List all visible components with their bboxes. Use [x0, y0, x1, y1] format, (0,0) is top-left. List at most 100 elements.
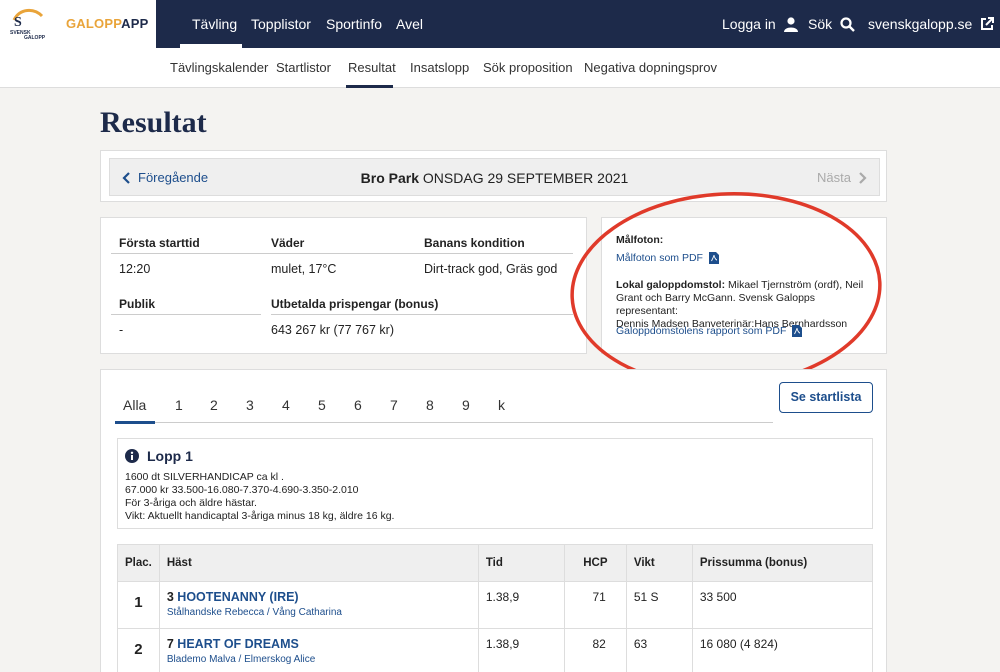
search-label: Sök [808, 16, 833, 32]
col-prize: Prissumma (bonus) [691, 544, 874, 582]
stewards-report-pdf-label: Galoppdomstolens rapport som PDF [616, 325, 787, 337]
login-label: Logga in [722, 16, 776, 32]
jockey-trainer[interactable]: Blademo Malva / Elmerskog Alice [166, 654, 316, 665]
weather-value: mulet, 17°C [271, 262, 337, 276]
prize-money-value: 643 267 kr (77 767 kr) [271, 323, 394, 337]
weather-label: Väder [271, 236, 305, 250]
horse-link[interactable]: 3 HOOTENANNY (IRE) [167, 590, 471, 604]
place: 2 [117, 628, 160, 672]
tab-divider [115, 422, 773, 423]
subnav-tavlingskalender[interactable]: Tävlingskalender [170, 60, 269, 75]
user-icon [783, 16, 798, 32]
horse-cell: 3 HOOTENANNY (IRE) Stålhandske Rebecca /… [158, 581, 479, 629]
previous-label: Föregående [138, 170, 209, 185]
prize: 33 500 [691, 581, 874, 629]
next-label: Nästa [817, 170, 851, 185]
nav-tavling[interactable]: Tävling [192, 16, 238, 32]
pdf-icon [792, 325, 803, 337]
tab-alla[interactable]: Alla [123, 397, 147, 413]
table-header-row: Plac. Häst Tid HCP Vikt Prissumma (bonus… [117, 544, 874, 582]
race-desc-line: 1600 dt SILVERHANDICAP ca kl . [125, 471, 284, 483]
pdf-icon [708, 252, 719, 264]
tab-race-9[interactable]: 9 [462, 397, 470, 413]
weight: 63 [625, 628, 693, 672]
external-site-link[interactable]: svenskgalopp.se [868, 16, 995, 32]
tab-race-k[interactable]: k [498, 397, 505, 413]
tab-race-3[interactable]: 3 [246, 397, 254, 413]
hcp: 71 [563, 581, 627, 629]
tab-race-8[interactable]: 8 [426, 397, 434, 413]
race-results-panel: Alla 1 2 3 4 5 6 7 8 9 k Se startlista L… [100, 369, 887, 672]
photo-finish-label: Målfoton: [616, 234, 664, 246]
tab-race-7[interactable]: 7 [390, 397, 398, 413]
race-title-text: Lopp 1 [147, 448, 193, 464]
horse-name: HEART OF DREAMS [177, 637, 299, 651]
col-time: Tid [477, 544, 565, 582]
tab-race-5[interactable]: 5 [318, 397, 326, 413]
prize: 16 080 (4 824) [691, 628, 874, 672]
race-date: ONSDAG 29 SEPTEMBER 2021 [422, 170, 629, 186]
weight: 51 S [625, 581, 693, 629]
svg-text:S: S [14, 15, 22, 30]
nav-active-indicator [180, 44, 242, 48]
subnav-sok-proposition[interactable]: Sök proposition [483, 60, 573, 75]
tab-active-indicator [115, 421, 155, 424]
stewards-info: Lokal galoppdomstol: Mikael Tjernström (… [616, 279, 878, 331]
horse-link[interactable]: 7 HEART OF DREAMS [167, 637, 471, 651]
subnav-startlistor[interactable]: Startlistor [276, 60, 331, 75]
photo-finish-pdf-label: Målfoton som PDF [616, 252, 703, 264]
stewards-text: Grant och Barry McGann. Svensk Galopps r… [616, 292, 816, 317]
search-icon [840, 16, 855, 32]
table-row[interactable]: 2 7 HEART OF DREAMS Blademo Malva / Elme… [117, 628, 874, 672]
start-number: 7 [166, 637, 174, 651]
photo-finish-pdf-link[interactable]: Målfoton som PDF [616, 252, 719, 264]
start-number: 3 [166, 590, 174, 604]
search-link[interactable]: Sök [808, 16, 855, 32]
stewards-report-pdf-link[interactable]: Galoppdomstolens rapport som PDF [616, 325, 803, 337]
prize-money-label: Utbetalda prispengar (bonus) [271, 297, 439, 311]
info-icon [125, 449, 139, 463]
race-desc-line: Vikt: Aktuellt handicaptal 3-åriga minus… [125, 510, 395, 522]
place: 1 [117, 581, 160, 629]
jockey-trainer[interactable]: Stålhandske Rebecca / Vång Catharina [166, 607, 342, 618]
login-link[interactable]: Logga in [722, 16, 798, 32]
subnav-negativa-dopningsprov[interactable]: Negativa dopningsprov [584, 60, 717, 75]
tab-race-4[interactable]: 4 [282, 397, 290, 413]
audience-value: - [119, 323, 124, 337]
tab-race-1[interactable]: 1 [175, 397, 183, 413]
col-weight: Vikt [625, 544, 693, 582]
race-day-heading: Bro Park ONSDAG 29 SEPTEMBER 2021 [110, 170, 879, 186]
race-description: 1600 dt SILVERHANDICAP ca kl . 67.000 kr… [125, 471, 394, 523]
documents-panel: Målfoton: Målfoton som PDF Lokal galoppd… [601, 217, 887, 354]
first-start-value: 12:20 [119, 262, 151, 276]
race-info-box: Lopp 1 1600 dt SILVERHANDICAP ca kl . 67… [117, 438, 873, 529]
svensk-galopp-logo-icon: S SVENSK GALOPP [10, 9, 46, 40]
col-place: Plac. [117, 544, 160, 582]
sub-navigation: Tävlingskalender Startlistor Resultat In… [0, 48, 1000, 88]
top-navigation: S SVENSK GALOPP GALOPPAPP Tävling Toppli… [0, 0, 1000, 48]
subnav-resultat[interactable]: Resultat [348, 60, 396, 75]
divider [111, 314, 261, 315]
svg-text:SVENSK: SVENSK [10, 30, 31, 36]
track-name: Bro Park [360, 170, 420, 186]
stewards-text: Mikael Tjernström (ordf), Neil [728, 279, 864, 291]
previous-day-link[interactable]: Föregående [122, 170, 208, 185]
external-link-icon [981, 17, 995, 30]
horse-cell: 7 HEART OF DREAMS Blademo Malva / Elmers… [158, 628, 479, 672]
next-day-link[interactable]: Nästa [817, 170, 867, 185]
svg-text:GALOPP: GALOPP [24, 35, 46, 40]
results-table: Plac. Häst Tid HCP Vikt Prissumma (bonus… [117, 544, 874, 672]
nav-avel[interactable]: Avel [396, 16, 423, 32]
table-row[interactable]: 1 3 HOOTENANNY (IRE) Stålhandske Rebecca… [117, 581, 874, 629]
tab-race-6[interactable]: 6 [354, 397, 362, 413]
subnav-insatslopp[interactable]: Insatslopp [410, 60, 470, 75]
subnav-active-indicator [346, 85, 393, 88]
tab-race-2[interactable]: 2 [210, 397, 218, 413]
logo[interactable]: S SVENSK GALOPP GALOPPAPP [0, 0, 156, 48]
nav-sportinfo[interactable]: Sportinfo [326, 16, 383, 32]
horse-name: HOOTENANNY (IRE) [177, 590, 299, 604]
first-start-label: Första starttid [119, 236, 200, 250]
stewards-label: Lokal galoppdomstol: [616, 279, 726, 291]
nav-topplistor[interactable]: Topplistor [251, 16, 311, 32]
view-startlist-button[interactable]: Se startlista [779, 382, 873, 413]
